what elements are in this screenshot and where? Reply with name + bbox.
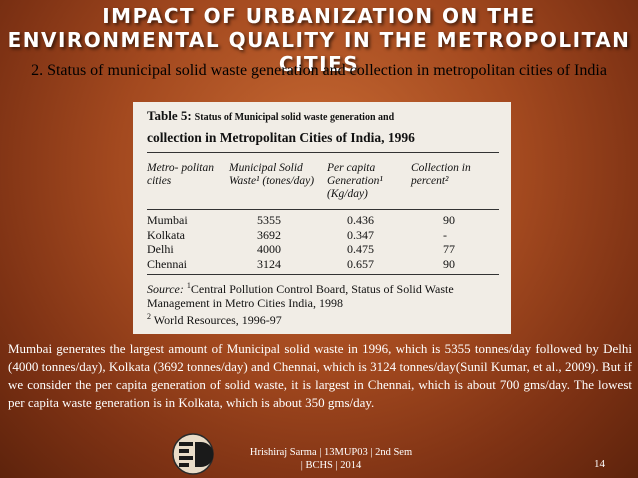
cell-city: Mumbai: [147, 213, 188, 227]
cell-collection: 90: [443, 213, 455, 227]
table-image: Table 5: Status of Municipal solid waste…: [133, 102, 511, 334]
cell-city: Kolkata: [147, 227, 185, 242]
cell-waste: 4000: [257, 242, 281, 256]
source-label: Source:: [147, 282, 184, 296]
cell-city: Chennai: [147, 256, 187, 271]
header-city: Metro- politan cities: [147, 162, 214, 187]
cell-collection: -: [443, 227, 447, 242]
cell-collection: 77: [443, 242, 455, 256]
cell-per-capita: 0.475: [347, 242, 374, 256]
footer-line1: Hrishiraj Sarma | 13MUP03 | 2nd Sem: [249, 447, 413, 458]
cell-per-capita: 0.347: [347, 227, 374, 242]
slide-title: IMPACT OF URBANIZATION ON THE ENVIRONMEN…: [7, 4, 631, 76]
cell-per-capita: 0.436: [347, 213, 374, 227]
table-caption-line1: Status of Municipal solid waste generati…: [194, 112, 395, 123]
table-caption: Table 5: Status of Municipal solid waste…: [147, 106, 507, 148]
footer: Hrishiraj Sarma | 13MUP03 | 2nd Sem | BC…: [226, 446, 436, 472]
header-waste: Municipal Solid Waste¹ (tones/day): [229, 162, 315, 187]
cell-waste: 3124: [257, 256, 281, 271]
page-number: 14: [594, 458, 605, 470]
table-caption-label: Table 5:: [147, 108, 192, 123]
table-caption-line2: collection in Metropolitan Cities of Ind…: [147, 130, 415, 145]
institute-logo-icon: [172, 433, 214, 475]
header-collection: Collection in percent²: [411, 162, 471, 187]
body-paragraph: Mumbai generates the largest amount of M…: [8, 341, 632, 410]
slide-subtitle: 2. Status of municipal solid waste gener…: [31, 62, 607, 79]
header-per-capita: Per capita Generation¹ (Kg/day): [327, 162, 383, 200]
cell-per-capita: 0.657: [347, 256, 374, 271]
table-source: Source: 1Central Pollution Control Board…: [147, 281, 454, 327]
source-note2: World Resources, 1996-97: [153, 313, 282, 327]
table-header-rule: [147, 209, 499, 210]
source-text: Central Pollution Control Board, Status …: [147, 282, 454, 310]
cell-collection: 90: [443, 256, 455, 271]
footer-line2: | BCHS | 2014: [300, 460, 362, 471]
cell-city: Delhi: [147, 242, 174, 256]
cell-waste: 3692: [257, 227, 281, 242]
table-bottom-rule: [147, 274, 499, 275]
cell-waste: 5355: [257, 213, 281, 227]
table-top-rule: [147, 152, 499, 153]
